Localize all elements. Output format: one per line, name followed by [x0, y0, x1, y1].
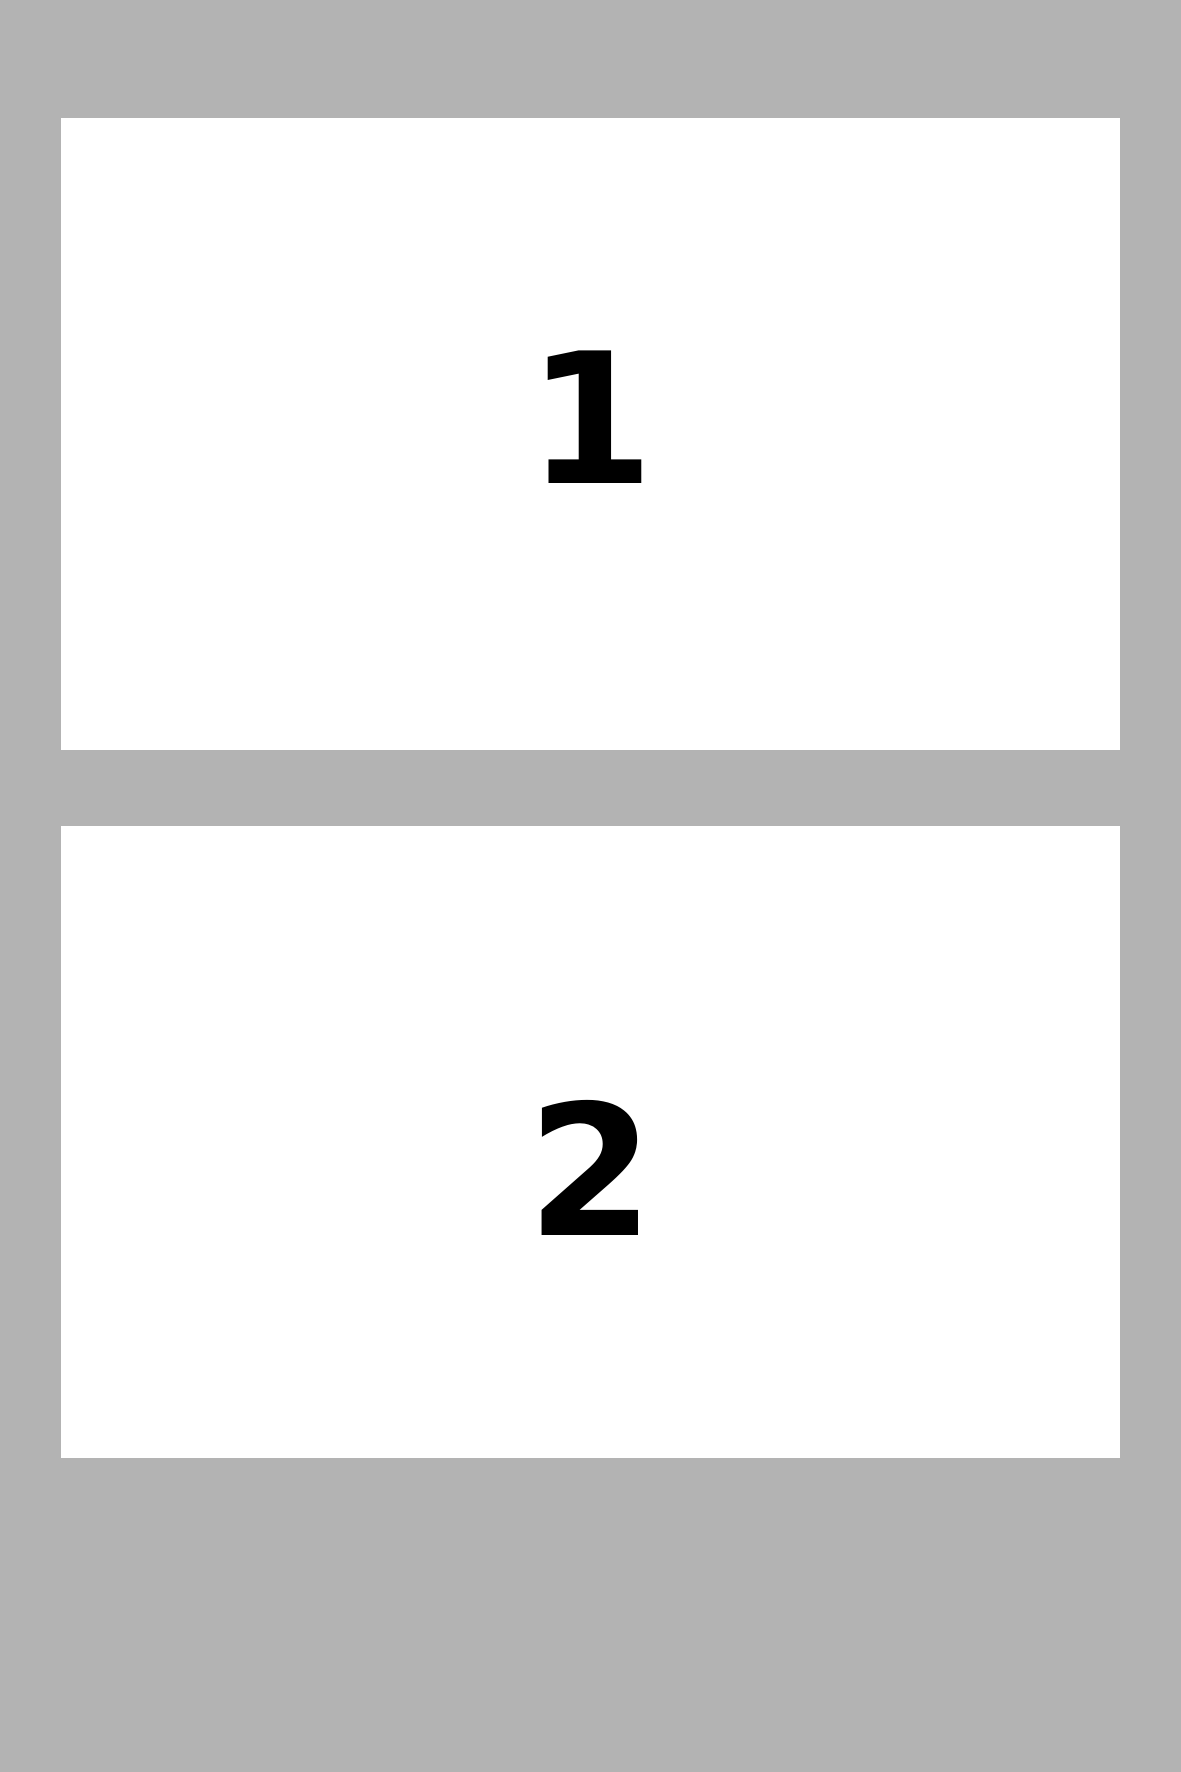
panel-2: 2 — [61, 826, 1120, 1458]
panel-1: 1 — [61, 118, 1120, 750]
panel-1-number: 1 — [527, 314, 654, 526]
panel-2-number: 2 — [527, 1066, 654, 1278]
